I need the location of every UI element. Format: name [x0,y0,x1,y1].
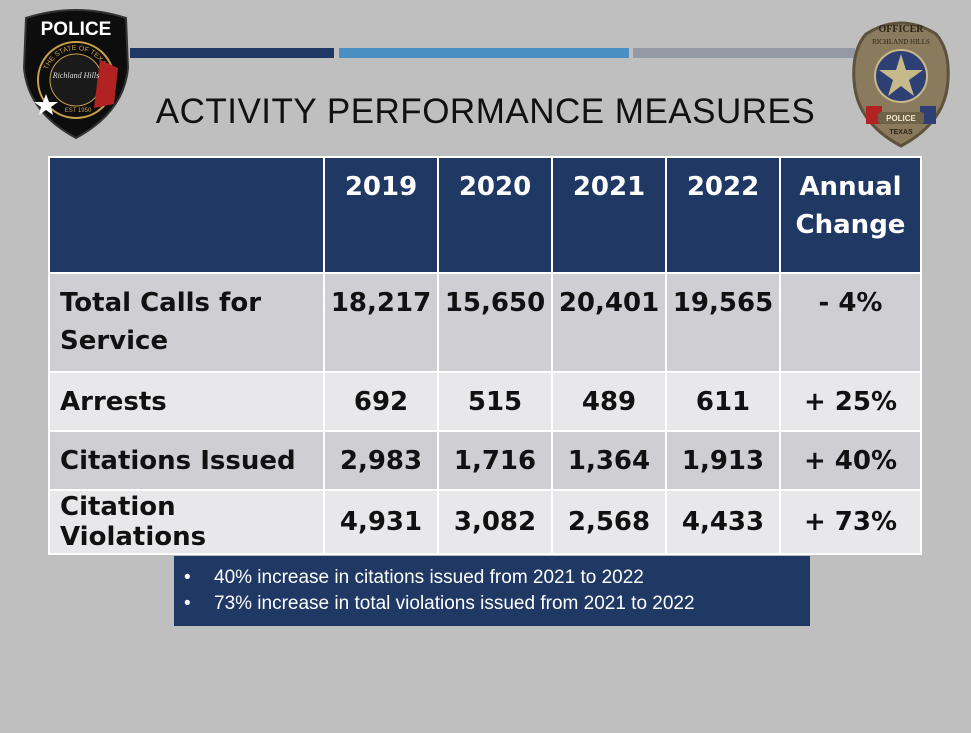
bullet-icon: • [184,593,191,614]
header-cell [48,156,325,274]
row-label: Arrests [48,371,325,432]
police-patch-logo: POLICE THE STATE OF TEXAS Richland Hills… [22,9,130,140]
table-cell: + 73% [779,489,922,555]
notes-box: • 40% increase in citations issued from 2… [174,556,810,626]
table-row: Arrests 692 515 489 611 + 25% [48,371,922,432]
table-cell: 4,433 [665,489,781,555]
header-cell: Annual Change [779,156,922,274]
header-cell: 2019 [323,156,439,274]
badge-star-icon [879,54,923,96]
badge-top-text: OFFICER [879,24,925,35]
table-cell: + 40% [779,430,922,491]
page-title: ACTIVITY PERFORMANCE MEASURES [155,92,816,131]
row-label: Citation Violations [48,489,325,555]
table-cell: 18,217 [323,272,439,373]
row-label: Total Calls for Service [48,272,325,373]
officer-badge-logo: OFFICER RICHLAND HILLS POLICE TEXAS [852,21,950,148]
accent-bar-blue [339,48,629,58]
table-cell: 611 [665,371,781,432]
table-cell: 1,913 [665,430,781,491]
bullet-icon: • [184,567,191,588]
badge-city: RICHLAND HILLS [872,38,930,46]
table-cell: 2,568 [551,489,667,555]
table-cell: 20,401 [551,272,667,373]
table-header-row: 2019 2020 2021 2022 Annual Change [48,156,922,274]
patch-city: Richland Hills [52,71,99,80]
accent-bar-navy [130,48,334,58]
star-icon [34,94,58,115]
badge-state: TEXAS [889,129,913,136]
table-row: Citation Violations 4,931 3,082 2,568 4,… [48,489,922,555]
note-text: 40% increase in citations issued from 20… [214,567,644,588]
table-cell: - 4% [779,272,922,373]
table-cell: 515 [437,371,553,432]
note-text: 73% increase in total violations issued … [214,593,695,614]
table-cell: 4,931 [323,489,439,555]
table-cell: 1,364 [551,430,667,491]
table-row: Citations Issued 2,983 1,716 1,364 1,913… [48,430,922,491]
table-row: Total Calls for Service 18,217 15,650 20… [48,272,922,373]
badge-ribbon: POLICE [886,114,916,123]
table-cell: 19,565 [665,272,781,373]
table-cell: 489 [551,371,667,432]
header-cell: 2021 [551,156,667,274]
note-item: • 73% increase in total violations issued… [184,591,810,617]
note-item: • 40% increase in citations issued from 2… [184,565,810,591]
table-cell: 15,650 [437,272,553,373]
header-cell: 2022 [665,156,781,274]
row-label: Citations Issued [48,430,325,491]
table-cell: 692 [323,371,439,432]
patch-est: EST 1950 [65,108,92,114]
header-cell: 2020 [437,156,553,274]
patch-top-text: POLICE [41,19,112,40]
table-cell: + 25% [779,371,922,432]
table-cell: 2,983 [323,430,439,491]
accent-bar-gray [633,48,855,58]
table-cell: 3,082 [437,489,553,555]
table-cell: 1,716 [437,430,553,491]
performance-table: 2019 2020 2021 2022 Annual Change Total … [48,156,922,555]
